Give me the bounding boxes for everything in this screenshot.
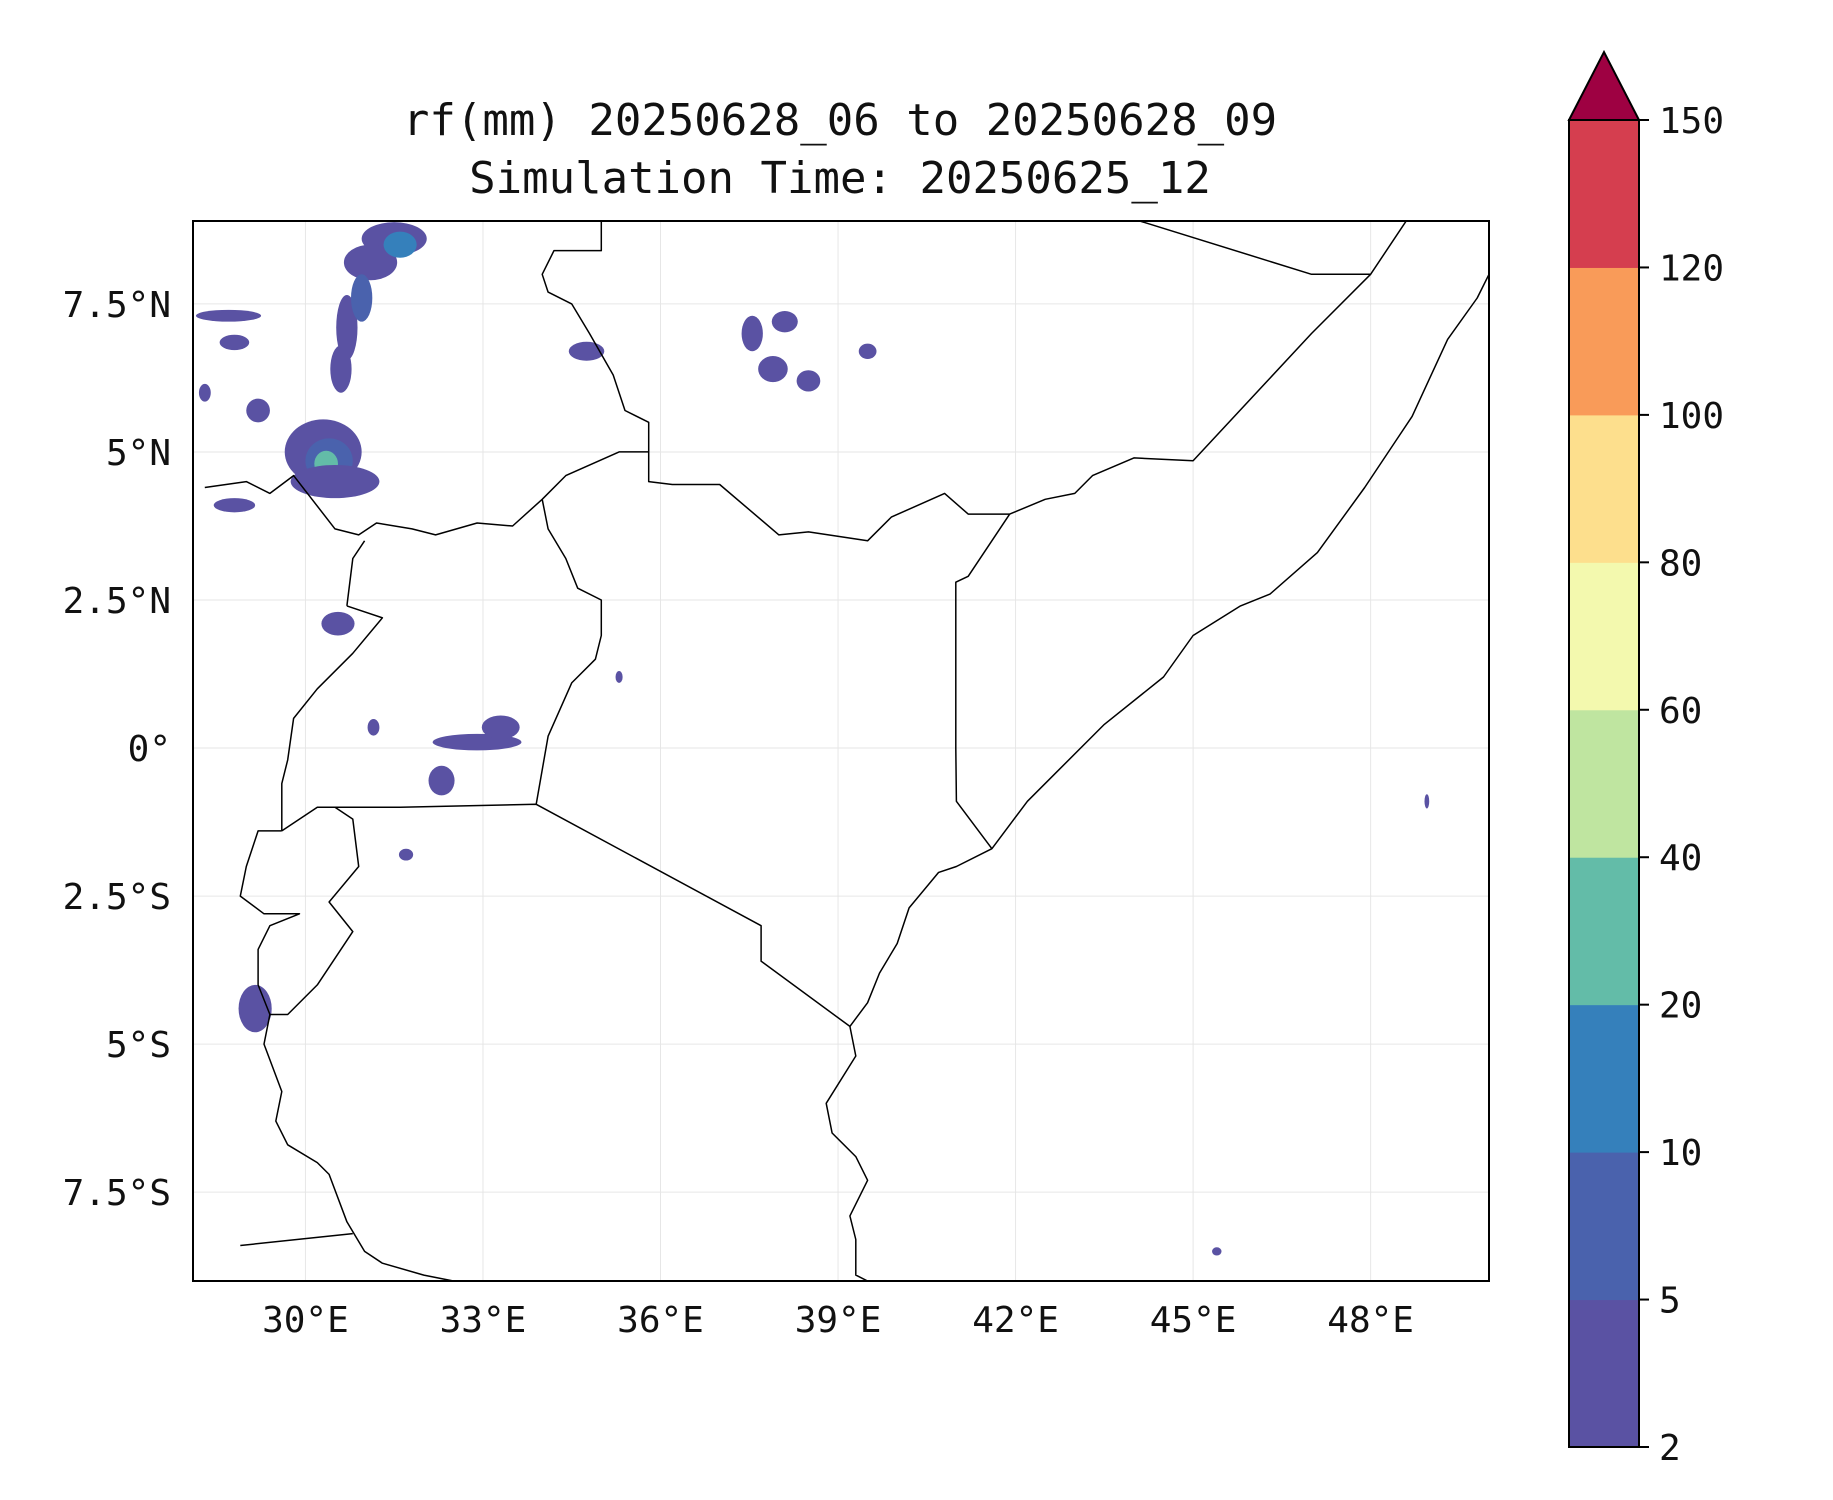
x-axis-ticks: 30°E 33°E 36°E 39°E 42°E 45°E 48°E: [262, 1300, 1414, 1341]
title-line-1: rf(mm) 20250628_06 to 20250628_09: [402, 95, 1278, 146]
y-tick-label: 7.5°N: [63, 285, 171, 326]
rain-cell: [1212, 1247, 1222, 1256]
colorbar-frame: [1568, 119, 1640, 1448]
rain-cell: [481, 715, 520, 740]
colorbar-tick-label: 120: [1659, 248, 1724, 289]
border-line: [281, 605, 384, 831]
rain-cell: [758, 356, 788, 383]
rain-cell: [367, 719, 380, 736]
border-line: [955, 513, 1011, 850]
rain-cell: [428, 765, 455, 796]
rain-cell: [290, 464, 380, 499]
y-tick-label: 7.5°S: [63, 1173, 171, 1214]
rain-cell: [398, 848, 414, 861]
plot-frame: [192, 220, 1490, 1282]
colorbar-segment: [1569, 709, 1639, 858]
colorbar-tick-label: 10: [1659, 1133, 1702, 1174]
y-tick-label: 0°: [128, 729, 171, 770]
rainfall-field: [195, 222, 1430, 1256]
colorbar-segment: [1569, 1004, 1639, 1153]
colorbar-extend-arrow: [1567, 49, 1641, 121]
colorbar-segment: [1569, 1299, 1639, 1448]
rain-cell: [195, 309, 262, 322]
map-title: rf(mm) 20250628_06 to 20250628_09 Simula…: [190, 92, 1490, 208]
rain-cell: [568, 341, 605, 361]
colorbar-tick-label: 100: [1659, 396, 1724, 437]
x-tick-label: 48°E: [1327, 1300, 1414, 1341]
y-tick-label: 5°S: [106, 1025, 171, 1066]
y-tick-label: 2.5°N: [63, 581, 171, 622]
rain-cell: [336, 295, 358, 361]
rain-cell: [198, 383, 211, 402]
x-tick-label: 42°E: [972, 1300, 1059, 1341]
gridlines: [193, 221, 1489, 1281]
colorbar-tick-label: 2: [1659, 1428, 1681, 1469]
rain-cell: [246, 398, 270, 423]
border-line: [239, 806, 360, 1016]
border-line: [281, 803, 851, 1028]
rain-cell: [1424, 794, 1430, 809]
rain-cell: [343, 244, 398, 281]
x-tick-label: 33°E: [440, 1300, 527, 1341]
border-line: [263, 1014, 454, 1281]
rain-cell: [213, 498, 256, 513]
colorbar-segment: [1569, 1152, 1639, 1301]
colorbar-segment: [1569, 562, 1639, 711]
title-line-2: Simulation Time: 20250625_12: [469, 153, 1211, 204]
colorbar-tick-label: 20: [1659, 986, 1702, 1027]
country-borders: [204, 221, 1489, 1281]
rain-cell: [383, 231, 417, 258]
rain-cell: [741, 315, 763, 352]
rain-cell: [238, 984, 272, 1033]
rain-cell: [796, 370, 821, 392]
border-line: [825, 1026, 869, 1281]
rain-cell: [219, 334, 250, 351]
rain-cell: [615, 671, 623, 683]
colorbar-segment: [1569, 267, 1639, 416]
colorbar-segment: [1569, 857, 1639, 1006]
colorbar-segment: [1569, 414, 1639, 563]
x-tick-label: 36°E: [617, 1300, 704, 1341]
border-line: [1009, 221, 1407, 515]
y-tick-label: 5°N: [106, 433, 171, 474]
colorbar: 2 5 10 20 40 60 80 100 120 150: [1567, 49, 1724, 1469]
border-line: [1139, 221, 1371, 276]
plot-area: [193, 221, 1489, 1281]
colorbar-segment: [1569, 120, 1639, 268]
rain-cell: [321, 611, 355, 636]
border-line: [849, 273, 1489, 1027]
border-line: [204, 451, 1010, 542]
rain-cell: [330, 345, 352, 393]
x-tick-label: 30°E: [262, 1300, 349, 1341]
rain-cell: [858, 343, 877, 359]
y-tick-label: 2.5°S: [63, 877, 171, 918]
border-line: [240, 1232, 353, 1247]
x-tick-label: 39°E: [795, 1300, 882, 1341]
colorbar-tick-label: 5: [1659, 1281, 1681, 1322]
colorbar-tick-label: 150: [1659, 101, 1724, 142]
colorbar-tick-label: 80: [1659, 543, 1702, 584]
border-line: [535, 499, 603, 805]
y-axis-ticks: 7.5°N 5°N 2.5°N 0° 2.5°S 5°S 7.5°S: [63, 285, 171, 1214]
border-line: [541, 221, 650, 452]
rain-cell: [351, 274, 373, 322]
border-line: [346, 540, 366, 606]
colorbar-tick-label: 40: [1659, 838, 1702, 879]
rain-cell: [771, 311, 798, 333]
colorbar-tick-label: 60: [1659, 691, 1702, 732]
x-tick-label: 45°E: [1150, 1300, 1237, 1341]
